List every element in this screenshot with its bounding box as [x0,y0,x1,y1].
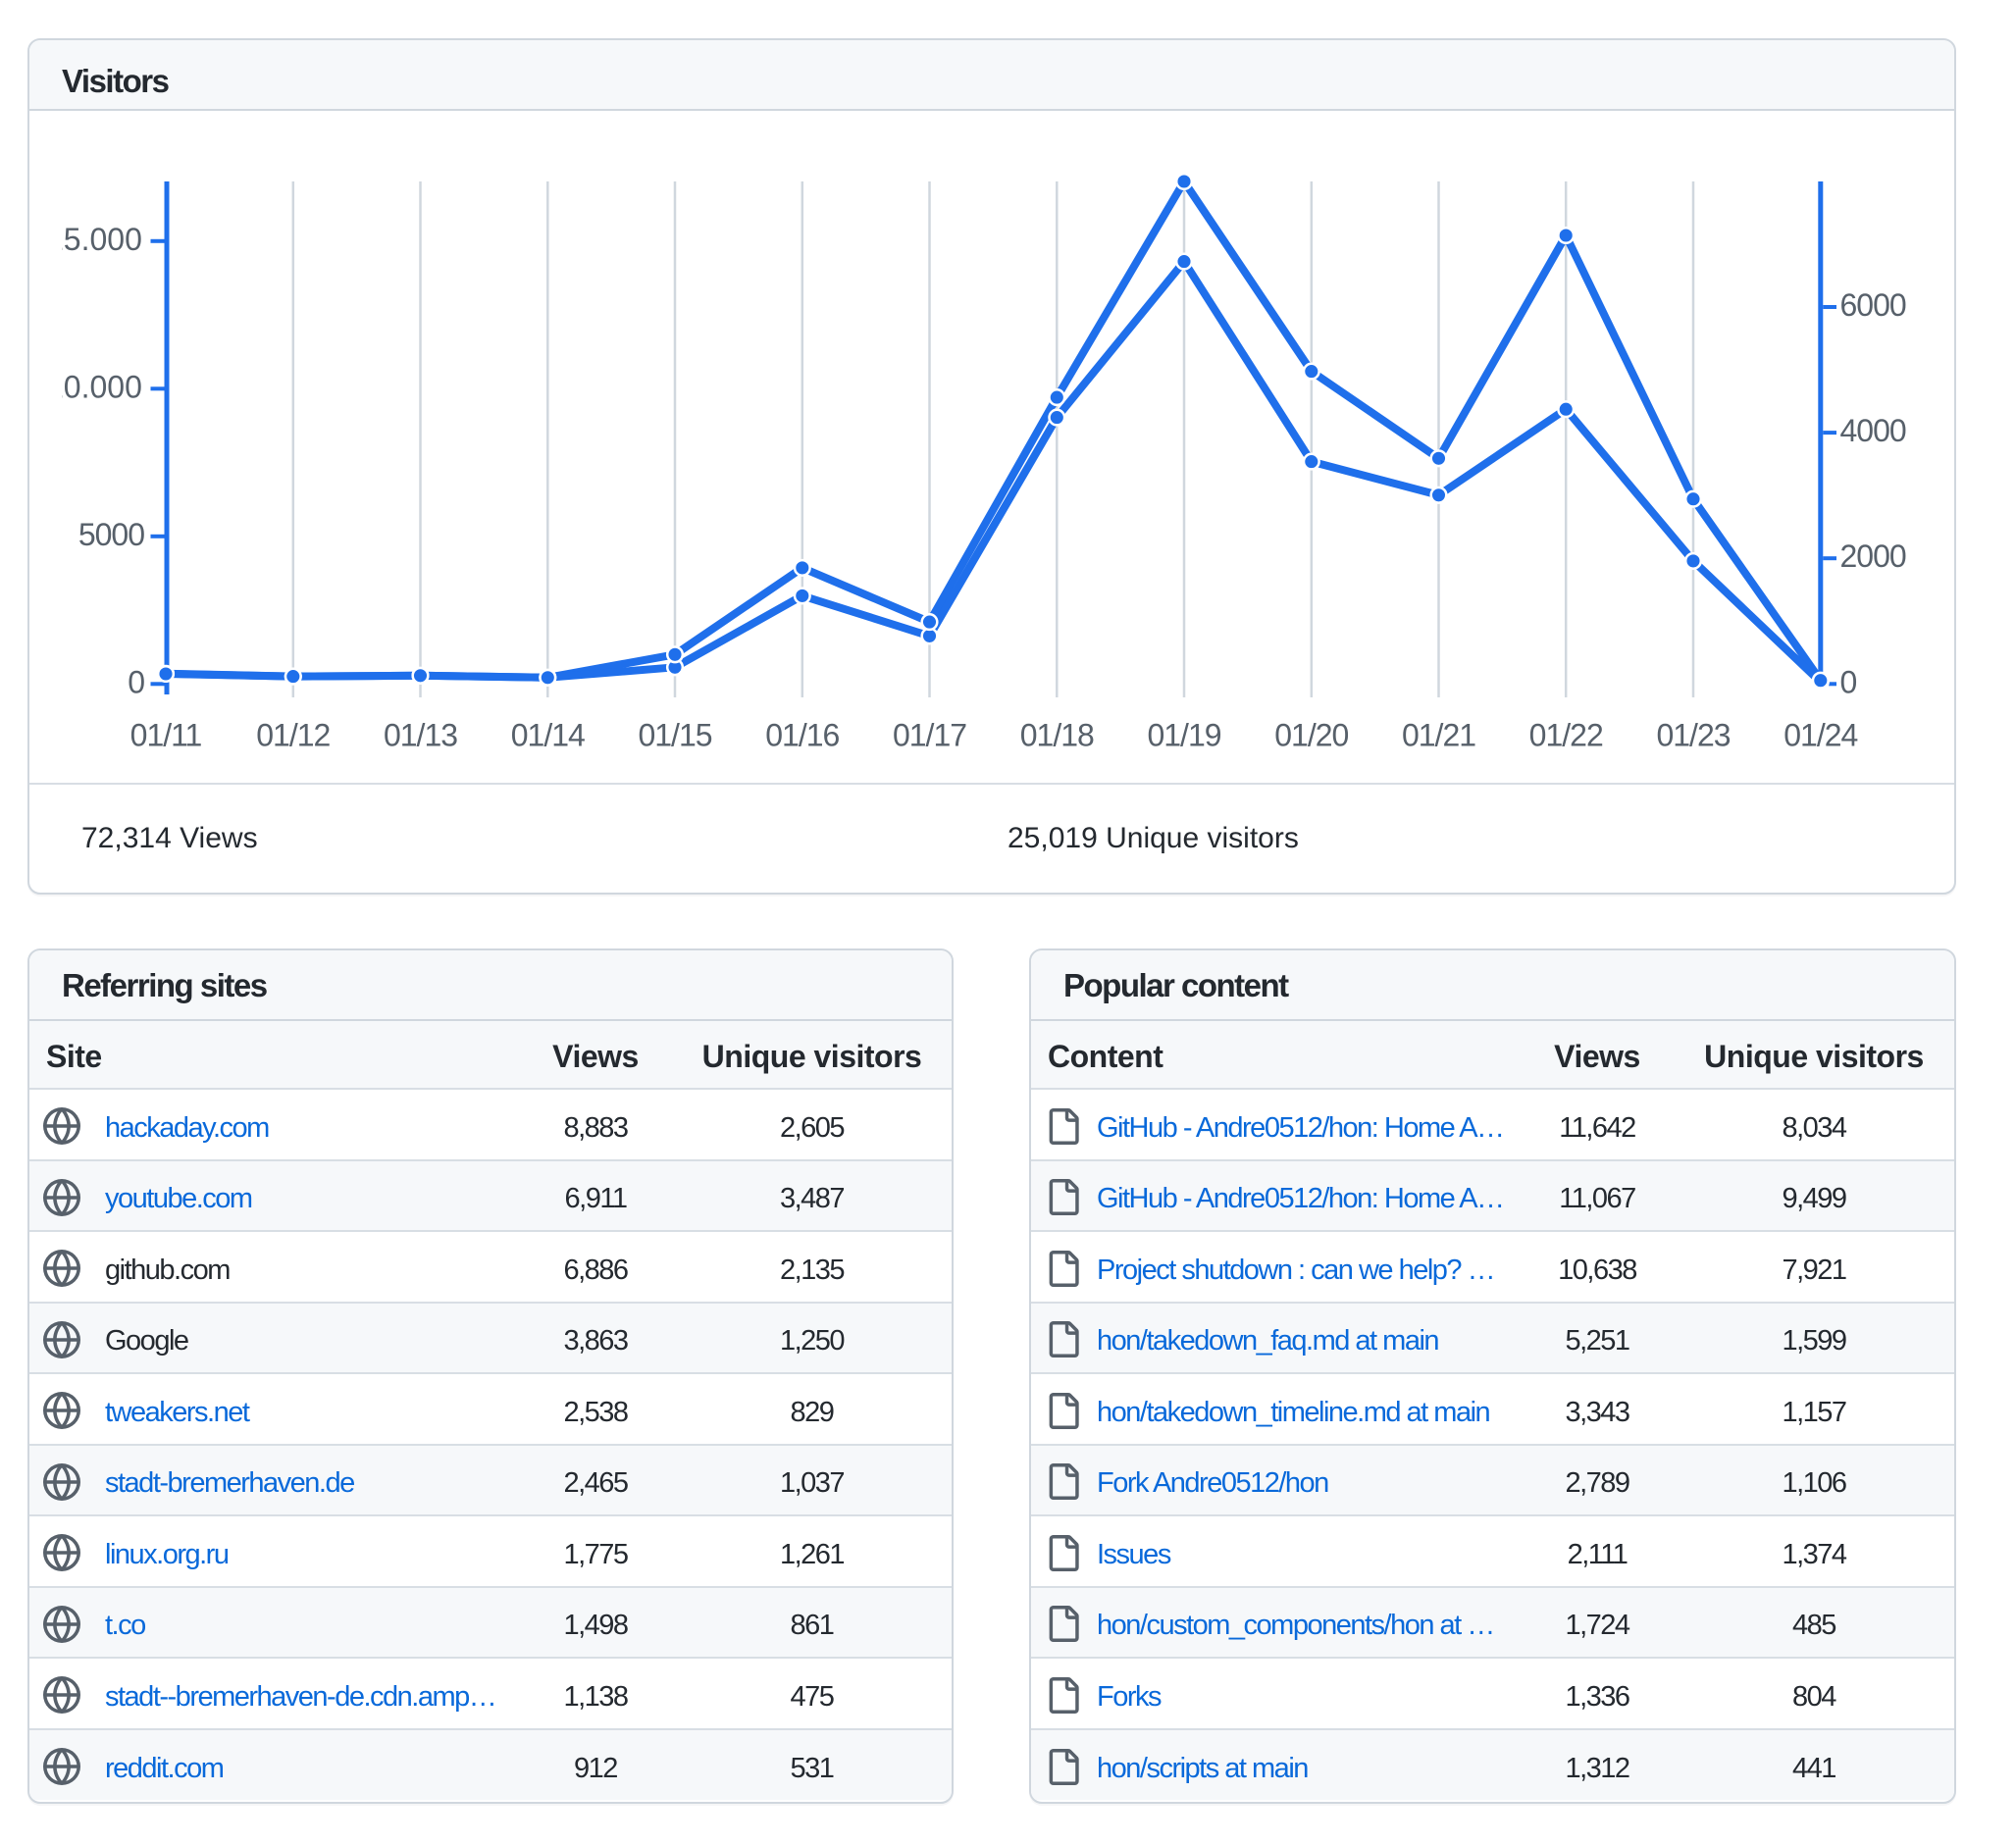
svg-text:5000: 5000 [78,517,144,552]
svg-text:01/14: 01/14 [511,718,585,753]
svg-text:01/17: 01/17 [893,718,966,753]
svg-text:6000: 6000 [1840,287,1906,323]
svg-text:0: 0 [128,664,144,699]
svg-text:01/13: 01/13 [384,718,457,753]
svg-text:01/12: 01/12 [256,718,330,753]
svg-text:01/11: 01/11 [130,718,202,753]
svg-text:01/20: 01/20 [1274,718,1348,753]
svg-text:01/24: 01/24 [1783,718,1857,753]
svg-text:4000: 4000 [1840,413,1906,448]
svg-text:0: 0 [1840,664,1857,699]
svg-text:15.000: 15.000 [62,222,142,257]
svg-text:2000: 2000 [1840,538,1906,574]
svg-text:01/15: 01/15 [638,718,711,753]
svg-text:01/22: 01/22 [1529,718,1603,753]
svg-text:01/21: 01/21 [1402,718,1475,753]
svg-text:01/16: 01/16 [765,718,839,753]
svg-text:01/19: 01/19 [1147,718,1220,753]
svg-text:01/23: 01/23 [1656,718,1730,753]
svg-text:10.000: 10.000 [62,369,142,404]
svg-text:01/18: 01/18 [1020,718,1094,753]
